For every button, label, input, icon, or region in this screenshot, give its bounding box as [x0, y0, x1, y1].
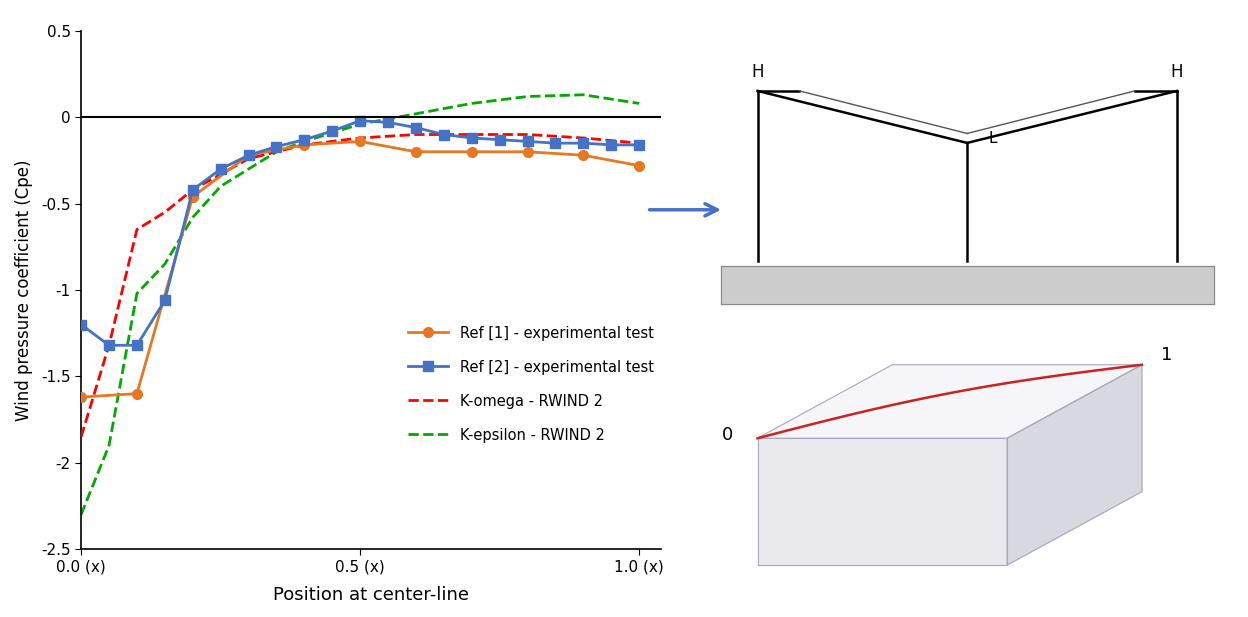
Polygon shape [758, 365, 1142, 438]
Text: L: L [988, 131, 997, 146]
Text: 1: 1 [1161, 346, 1173, 364]
Text: H: H [751, 64, 764, 81]
X-axis label: Position at center-line: Position at center-line [273, 586, 469, 603]
Text: H: H [1171, 64, 1183, 81]
Legend: Ref [1] - experimental test, Ref [2] - experimental test, K-omega - RWIND 2, K-e: Ref [1] - experimental test, Ref [2] - e… [402, 320, 660, 449]
Polygon shape [758, 438, 1007, 565]
Polygon shape [721, 266, 1213, 304]
Polygon shape [1007, 365, 1142, 565]
Y-axis label: Wind pressure coefficient (Cpe): Wind pressure coefficient (Cpe) [15, 159, 32, 421]
Text: 0: 0 [721, 426, 734, 444]
